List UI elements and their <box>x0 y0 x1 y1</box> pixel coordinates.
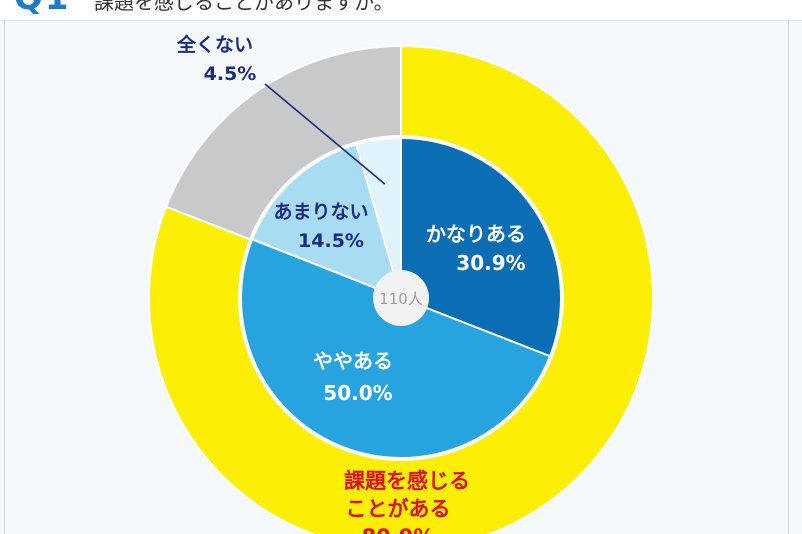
inner-slice-not-at-all <box>355 136 402 299</box>
outer-slice-no-issues <box>164 44 402 241</box>
slice-label-not-much: あまりない <box>273 201 368 223</box>
inner-slice-somewhat <box>240 237 552 459</box>
outer-value: 80.9% <box>362 525 435 534</box>
question-text: 課題を感じることがありますか。 <box>94 0 394 14</box>
leader-line-not-at-all <box>264 83 386 185</box>
inner-slice-very-much <box>400 136 562 358</box>
outer-ring <box>148 44 654 534</box>
slice-value-not-at-all: 4.5% <box>204 63 257 85</box>
outer-label-line2: ことがある <box>346 497 451 521</box>
slice-value-very-much: 30.9% <box>456 251 525 275</box>
question-number-badge: Q1 <box>14 0 71 18</box>
frame-border-right <box>788 20 789 534</box>
frame-border-left <box>4 20 5 534</box>
slice-label-very-much: かなりある <box>426 222 526 246</box>
outer-label-line1: 課題を感じる <box>344 469 470 493</box>
inner-slice-not-much <box>250 143 403 300</box>
slice-label-not-at-all: 全くない <box>176 33 253 56</box>
slice-label-somewhat: ややある <box>313 349 393 373</box>
center-label: 110人 <box>379 290 423 308</box>
question-header: Q1 課題を感じることがありますか。 <box>0 0 802 20</box>
slice-value-not-much: 14.5% <box>298 230 364 252</box>
center-circle <box>373 270 429 326</box>
header-divider <box>0 20 802 21</box>
slice-value-somewhat: 50.0% <box>323 381 392 405</box>
outer-slice-feel-issues <box>148 44 654 534</box>
inner-ring <box>240 136 562 459</box>
